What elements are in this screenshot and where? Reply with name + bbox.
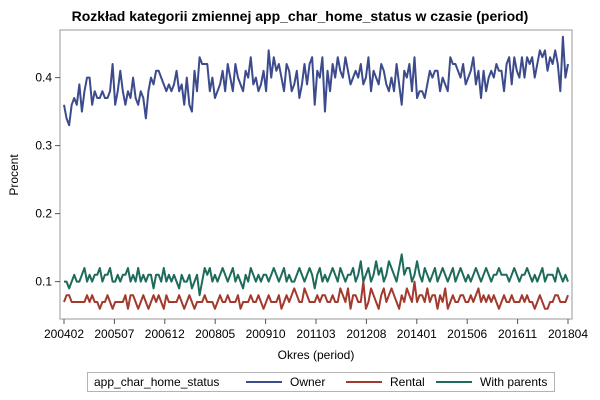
series-line-owner <box>63 35 569 127</box>
series-line-rental <box>63 280 569 310</box>
legend-swatch-owner <box>246 380 282 383</box>
axis-layer: 0.1 0.2 0.3 0.4 200402 200507 200612 200805 2009… <box>35 71 588 341</box>
x-axis-label: Okres (period) <box>278 348 355 362</box>
y-axis-label: Procent <box>7 154 21 196</box>
legend-item-with-parents: With parents <box>436 375 547 389</box>
legend-label-rental: Rental <box>390 375 425 389</box>
x-tick-label: 200612 <box>145 327 185 341</box>
series-line-with-parents <box>64 253 569 297</box>
legend-item-owner: Owner <box>246 375 325 389</box>
x-tick-label: 201401 <box>397 327 437 341</box>
x-tick-label: 201804 <box>548 327 588 341</box>
x-tick-label: 201506 <box>447 327 487 341</box>
x-tick-label: 200507 <box>94 327 134 341</box>
legend-item-rental: Rental <box>346 375 425 389</box>
chart-title: Rozkład kategorii zmiennej app_char_home… <box>71 8 529 24</box>
legend-swatch-rental <box>346 380 382 383</box>
legend-swatch-with-parents <box>436 380 472 383</box>
x-tick-label: 200805 <box>195 327 235 341</box>
legend-label-with-parents: With parents <box>480 375 548 389</box>
y-tick-label: 0.3 <box>35 139 52 153</box>
y-tick-label: 0.4 <box>35 71 52 85</box>
y-tick-label: 0.1 <box>35 275 52 289</box>
x-tick-label: 201208 <box>346 327 386 341</box>
series-layer <box>63 35 569 310</box>
legend-label-owner: Owner <box>290 375 326 389</box>
y-tick-label: 0.2 <box>35 207 52 221</box>
x-tick-label: 200910 <box>246 327 286 341</box>
x-tick-label: 200402 <box>44 327 84 341</box>
x-tick-label: 201611 <box>498 327 537 341</box>
legend-title: app_char_home_status <box>94 375 220 389</box>
x-tick-label: 201103 <box>296 327 335 341</box>
legend: app_char_home_status Owner Rental With p… <box>87 372 555 392</box>
